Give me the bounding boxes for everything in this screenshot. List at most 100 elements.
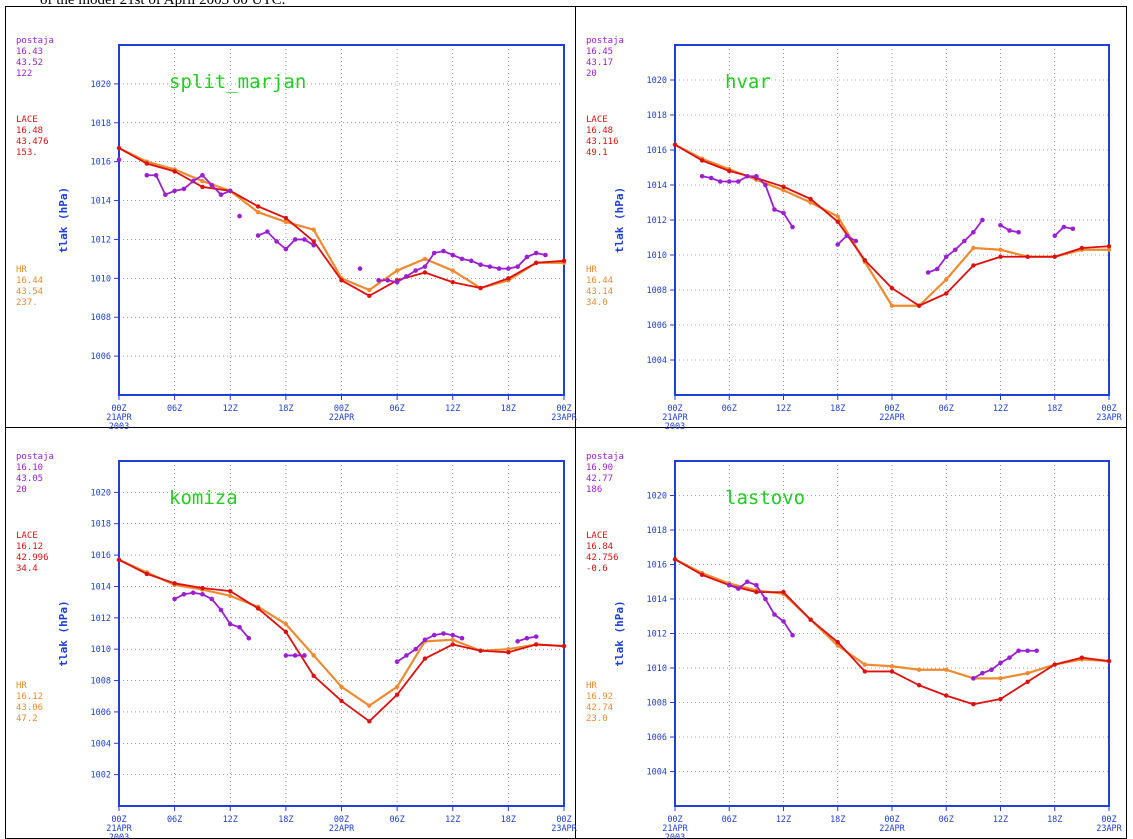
series-station-point [980, 670, 985, 676]
x-tick-label: 00Z [556, 404, 571, 414]
y-tick-label: 1004 [647, 768, 667, 778]
series-lace-line-point [862, 258, 868, 263]
x-year-label: 2003 [109, 833, 129, 839]
series-station-point [302, 653, 307, 658]
series-station-point [952, 247, 958, 253]
series-hr-line-point [808, 200, 813, 205]
legend-lace-line: 43.476 [16, 137, 49, 147]
x-date-label: 23APR [551, 413, 577, 423]
y-axis-label: tlak (hPa) [613, 600, 626, 666]
y-tick-label: 1010 [91, 274, 111, 284]
legend-station-line: 43.52 [16, 58, 43, 68]
x-tick-label: 00Z [556, 815, 571, 825]
series-station-point [726, 582, 732, 588]
series-station-point [934, 266, 940, 272]
x-tick-label: 00Z [884, 404, 899, 414]
series-lace-line-point [200, 184, 205, 190]
series-hr-line-point [394, 684, 400, 690]
series-hr-line-point [971, 245, 976, 251]
x-tick-label: 06Z [389, 404, 404, 414]
y-tick-label: 1006 [647, 733, 667, 743]
x-date-label: 22APR [329, 824, 355, 834]
x-tick-label: 06Z [167, 404, 182, 414]
legend-station-line: postaja [16, 452, 54, 462]
series-hr-line-point [889, 303, 895, 308]
series-lace-line-point [754, 589, 759, 595]
legend-hr-line: 43.14 [586, 287, 613, 297]
x-date-label: 22APR [879, 824, 905, 834]
series-station-point [1016, 229, 1021, 235]
legend-station-line: 20 [16, 485, 27, 495]
series-hr-line-point [1025, 670, 1030, 676]
x-tick-label: 06Z [722, 404, 737, 414]
series-station-point [962, 238, 967, 244]
series-hr-line-point [367, 287, 372, 293]
series-lace-line-point [172, 169, 177, 174]
series-station-point [1007, 655, 1012, 660]
series-lace-line-point [916, 683, 922, 688]
chart-panel-lastovo: 1004 1006 1008 1010 1012 1014 1016 1018 1020 00Z 0… [586, 452, 1123, 839]
series-station-point [450, 632, 456, 638]
series-hr-line-point [862, 662, 868, 667]
x-date-label: 21APR [106, 413, 132, 423]
series-hr-line-point [835, 214, 840, 219]
y-tick-label: 1018 [647, 111, 667, 121]
series-station-point [524, 635, 530, 641]
series-station-point [998, 660, 1003, 666]
x-tick-label: 06Z [389, 815, 404, 825]
series-station-point [735, 179, 741, 184]
series-lace-line-point [450, 280, 455, 285]
series-station-point [533, 250, 539, 256]
y-tick-label: 1016 [647, 561, 667, 571]
series-station-point [163, 192, 168, 198]
series-station-point [1070, 226, 1076, 232]
x-year-label: 2003 [109, 422, 129, 432]
x-date-label: 22APR [879, 413, 905, 423]
series-station-point [394, 659, 400, 665]
series-station-point [468, 258, 474, 264]
series-station-point [781, 210, 786, 216]
y-axis-label: tlak (hPa) [57, 600, 70, 666]
series-station-point [763, 596, 768, 602]
y-tick-label: 1010 [647, 251, 667, 261]
series-lace-line-point [889, 286, 895, 291]
series-station-point [781, 619, 786, 624]
series-lace-line-point [144, 161, 150, 166]
series-lace-line-point [339, 278, 344, 283]
series-lace-line-point [561, 258, 567, 264]
series-station-point [726, 179, 732, 184]
legend-station-line: 16.90 [586, 463, 613, 473]
series-station-point [980, 217, 985, 223]
series-station-point [745, 173, 750, 179]
y-tick-label: 1014 [91, 582, 111, 592]
series-hr-line-point [1106, 247, 1112, 252]
y-axis-label: tlak (hPa) [613, 187, 626, 253]
x-year-label: 2003 [665, 422, 685, 432]
series-hr-line-point [422, 256, 428, 262]
series-lace-line-point [1106, 244, 1112, 249]
y-tick-label: 1020 [647, 492, 667, 502]
series-station-point [1061, 224, 1067, 230]
series-station-point [181, 186, 187, 192]
legend-lace-line: 16.48 [16, 126, 43, 136]
series-station-point [790, 632, 795, 638]
legend-station-line: 43.17 [586, 58, 613, 68]
series-hr-line-point [506, 646, 511, 652]
series-hr-line-point [998, 676, 1003, 681]
x-date-label: 23APR [551, 824, 577, 834]
series-station-point [218, 192, 224, 198]
series-lace-line-point [255, 606, 261, 611]
series-station-point [311, 242, 316, 248]
series-hr-line-point [283, 219, 289, 225]
table-divider-vertical [575, 6, 576, 839]
x-tick-label: 12Z [445, 404, 460, 414]
series-station-point [478, 262, 483, 268]
series-lace-line-point [1025, 254, 1030, 259]
legend-lace-line: LACE [16, 531, 38, 541]
series-station-point [246, 635, 252, 641]
series-lace-line-point [944, 693, 949, 698]
legend-lace-line: LACE [16, 115, 38, 125]
legend-lace-line: 34.4 [16, 564, 38, 574]
x-tick-label: 18Z [278, 815, 293, 825]
y-tick-label: 1016 [91, 551, 111, 561]
